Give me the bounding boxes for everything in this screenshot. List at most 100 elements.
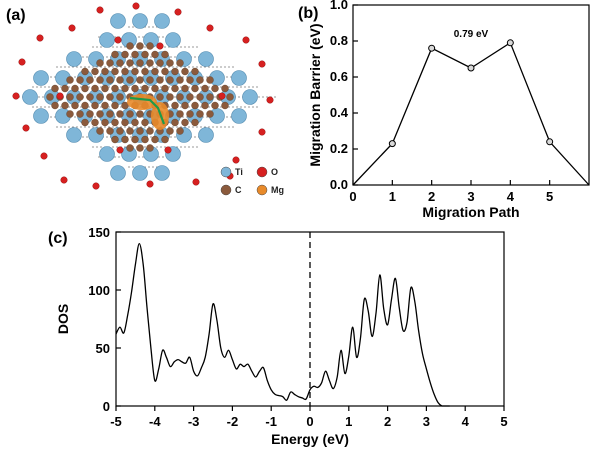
c-atom — [91, 101, 99, 110]
c-atom — [86, 76, 94, 84]
b-x-tick-label: 1 — [389, 189, 396, 204]
c-atom — [101, 118, 109, 127]
o-atom — [146, 180, 154, 188]
c-atom — [161, 50, 169, 59]
c-atom — [146, 127, 154, 135]
c-atom — [166, 127, 174, 135]
c-atom — [211, 84, 219, 93]
ti-atom — [154, 165, 170, 181]
ti-atom — [132, 13, 148, 29]
ti-atom — [66, 127, 82, 143]
panel-b-x-axis-label: Migration Path — [422, 204, 519, 220]
c-atom — [106, 76, 114, 84]
c-x-tick-label: -4 — [149, 414, 161, 429]
o-atom — [40, 152, 48, 160]
b-y-tick-label: 0.6 — [330, 69, 348, 84]
c-atom — [186, 110, 194, 118]
b-data-point — [388, 140, 396, 148]
c-atom — [111, 67, 119, 76]
c-atom — [141, 135, 149, 144]
c-atom — [136, 144, 144, 152]
ti-atom — [33, 108, 49, 124]
o-atom — [258, 128, 266, 136]
o-atom — [92, 182, 100, 190]
c-atom — [96, 93, 104, 101]
c-atom — [116, 76, 124, 84]
c-atom — [46, 93, 54, 101]
c-atom — [156, 59, 164, 67]
o-atom — [60, 176, 68, 184]
c-x-tick-label: -2 — [227, 414, 239, 429]
c-atom — [96, 110, 104, 118]
b-y-tick-label: 0.2 — [330, 141, 348, 156]
c-atom — [61, 84, 69, 93]
c-x-tick-label: -5 — [110, 414, 122, 429]
c-atom — [121, 50, 129, 59]
c-atom — [91, 84, 99, 93]
c-atom — [181, 84, 189, 93]
o-atom — [164, 146, 172, 154]
legend-label: C — [235, 185, 242, 195]
c-atom — [136, 59, 144, 67]
o-atom — [132, 2, 140, 10]
c-atom — [131, 67, 139, 76]
b-x-tick-label: 0 — [349, 189, 356, 204]
c-atom — [131, 135, 139, 144]
c-atom — [131, 118, 139, 127]
c-atom — [116, 127, 124, 135]
o-atom — [116, 146, 124, 154]
c-atom — [86, 93, 94, 101]
o-atom — [56, 92, 64, 100]
c-x-tick-label: 0 — [306, 414, 313, 429]
c-atom — [186, 76, 194, 84]
c-atom — [91, 118, 99, 127]
c-atom — [131, 50, 139, 59]
c-atom — [201, 101, 209, 110]
b-data-point — [467, 64, 475, 72]
panel-b-label: (b) — [298, 5, 318, 22]
c-x-tick-label: 4 — [462, 414, 470, 429]
c-x-tick-label: 2 — [384, 414, 391, 429]
c-atom — [76, 93, 84, 101]
c-atom — [186, 93, 194, 101]
ti-atom — [132, 165, 148, 181]
c-atom — [191, 67, 199, 76]
ti-atom — [154, 13, 170, 29]
c-atom — [166, 76, 174, 84]
c-x-tick-label: -1 — [265, 414, 277, 429]
c-y-tick-label: 0 — [103, 399, 110, 414]
panel-c-label: (c) — [48, 230, 68, 247]
c-atom — [106, 127, 114, 135]
b-x-tick-label: 4 — [507, 189, 515, 204]
ti-atom — [66, 51, 82, 67]
ti-atom — [22, 89, 38, 105]
b-y-tick-label: 0.0 — [330, 177, 348, 192]
panel-c-x-axis-label: Energy (eV) — [271, 431, 349, 447]
c-atom — [71, 84, 79, 93]
dos-curve — [115, 242, 450, 407]
c-atom — [206, 110, 214, 118]
c-atom — [176, 93, 184, 101]
element-legend: Ti O C Mg — [220, 166, 284, 196]
c-atom — [126, 144, 134, 152]
c-atom — [111, 84, 119, 93]
c-atom — [86, 110, 94, 118]
c-atom — [141, 67, 149, 76]
o-atom — [232, 156, 240, 164]
c-atom — [101, 101, 109, 110]
c-atom — [121, 84, 129, 93]
ti-atom — [110, 165, 126, 181]
o-atom — [22, 124, 30, 132]
c-atom — [181, 118, 189, 127]
c-atom — [106, 93, 114, 101]
o-atom — [156, 42, 164, 50]
legend-swatch — [220, 184, 232, 196]
c-atom — [176, 59, 184, 67]
c-atom — [126, 76, 134, 84]
c-atom — [96, 127, 104, 135]
legend-label: Ti — [235, 167, 243, 177]
c-atom — [176, 76, 184, 84]
ti-atom — [231, 108, 247, 124]
c-atom — [191, 84, 199, 93]
